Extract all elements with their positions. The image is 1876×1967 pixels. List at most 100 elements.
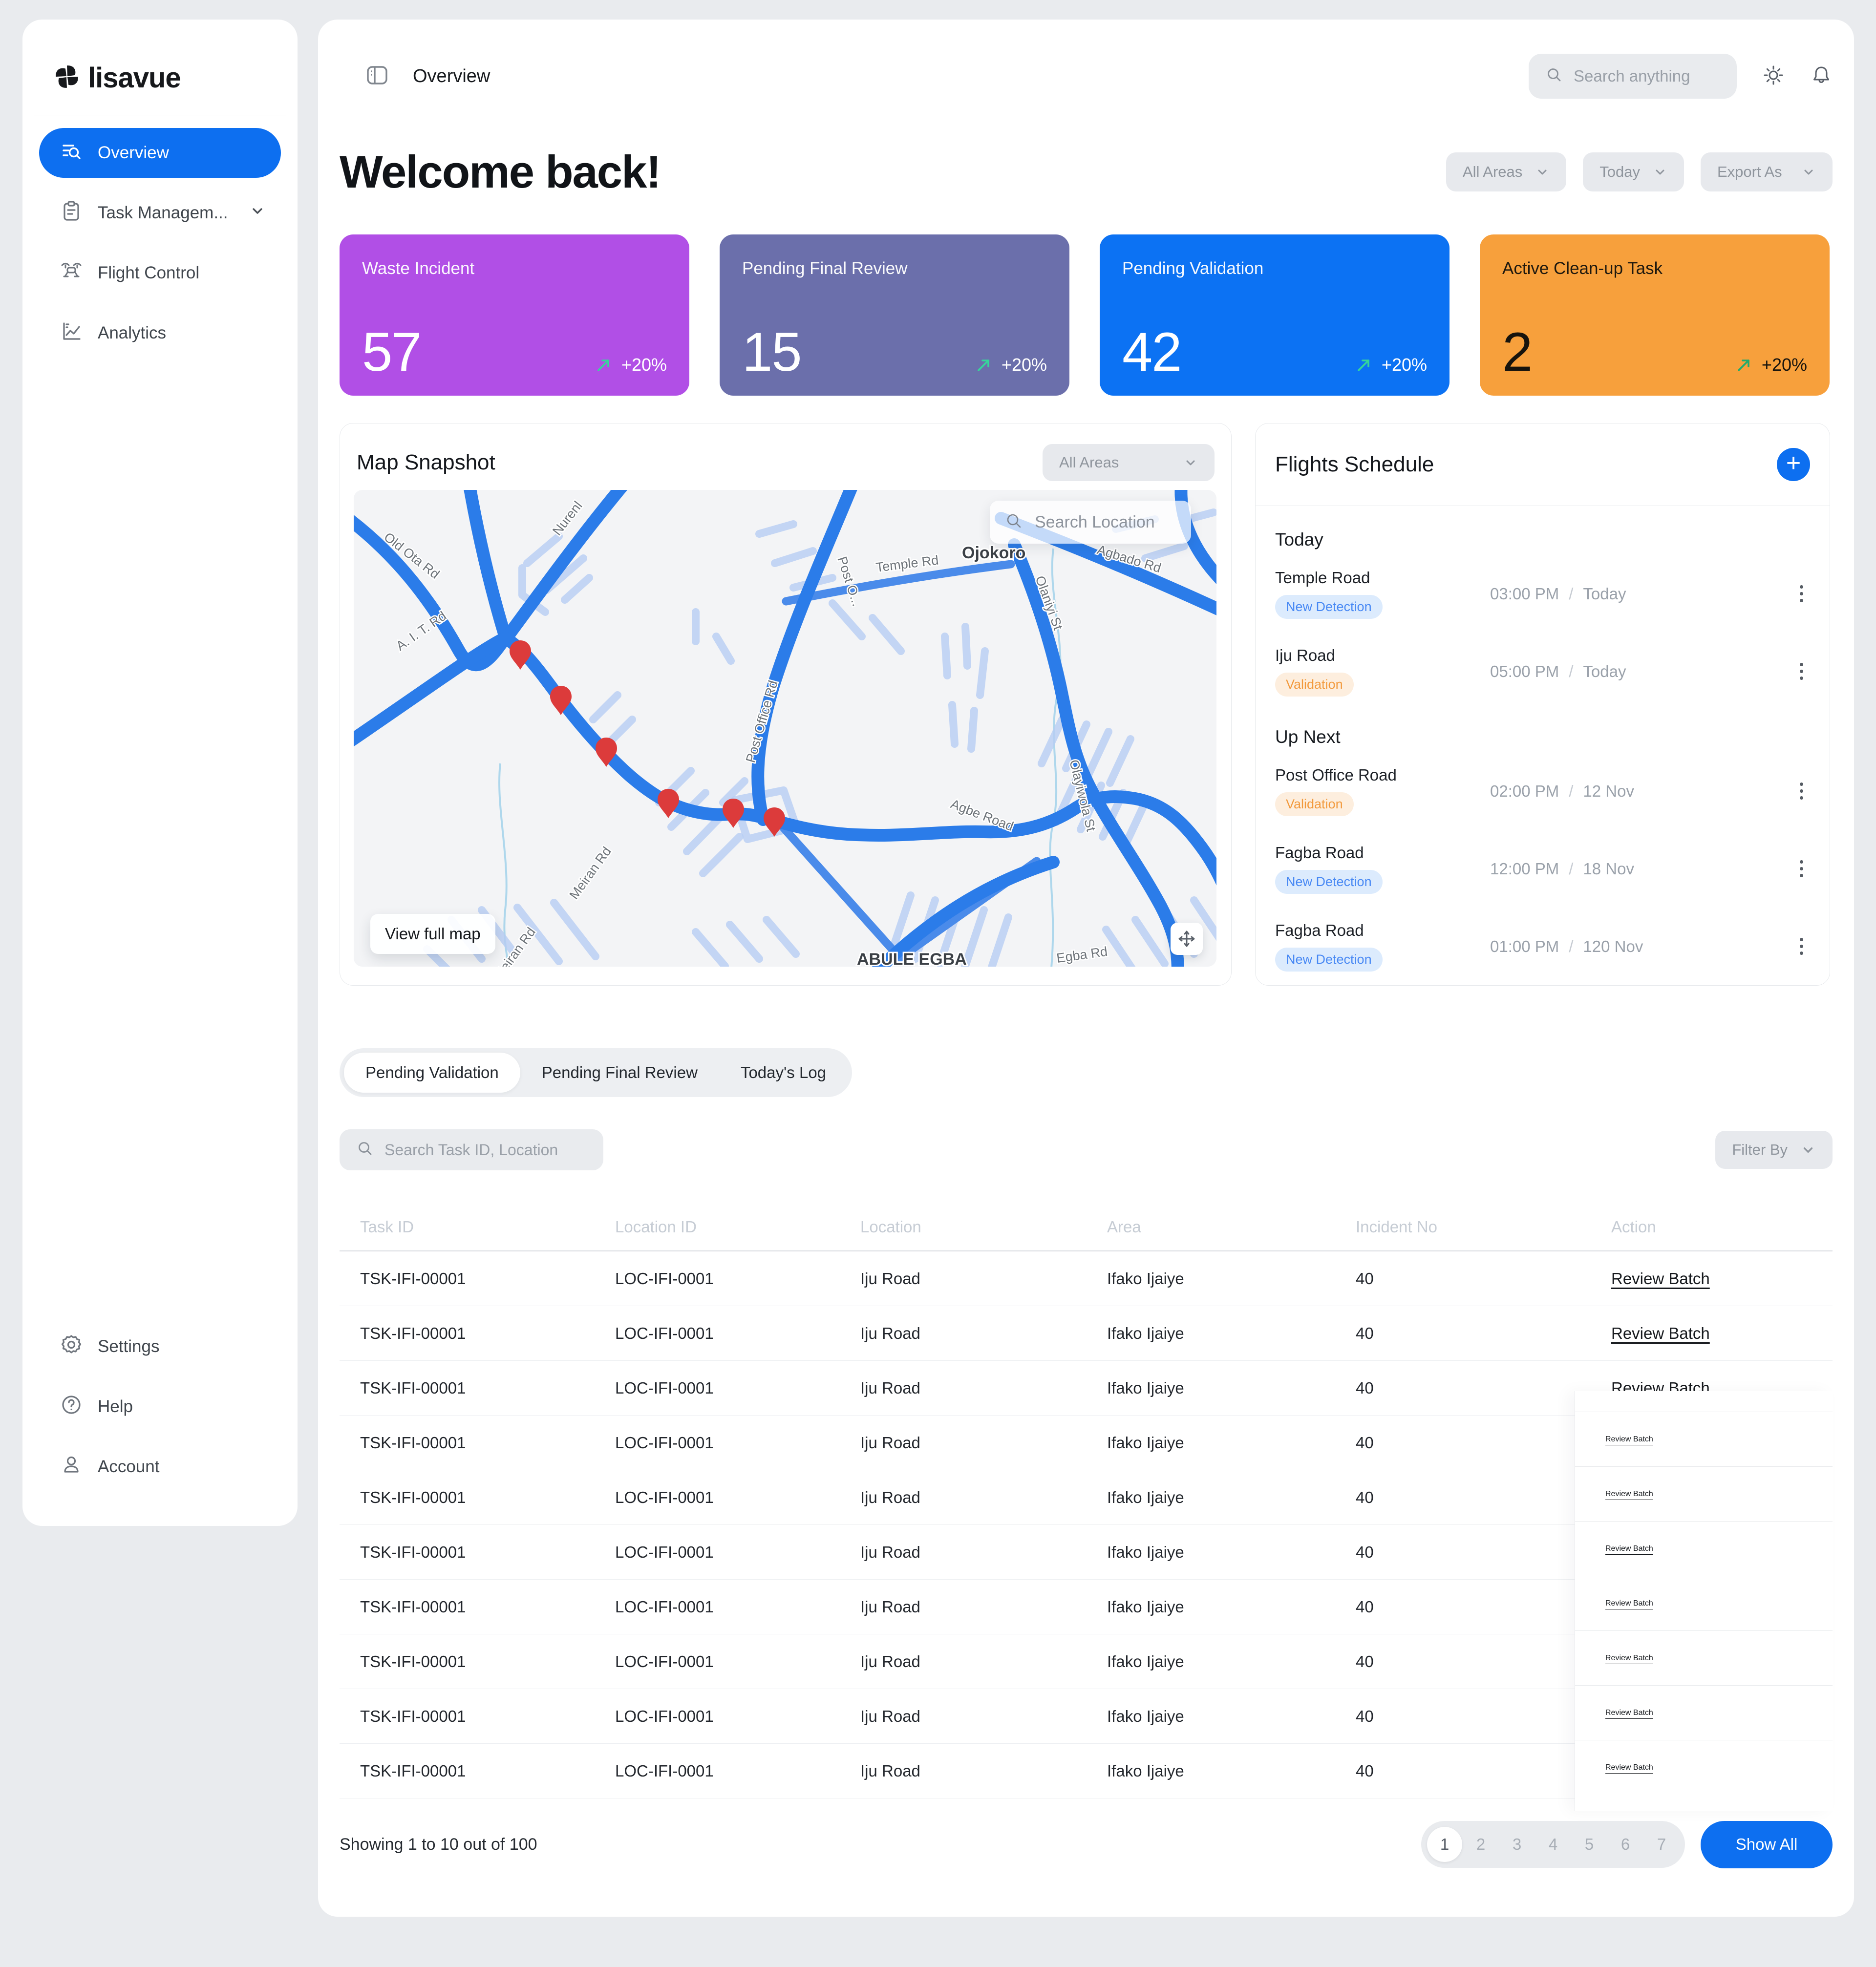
- tab-today-s-log[interactable]: Today's Log: [740, 1063, 827, 1081]
- table-cell: 40: [1356, 1324, 1374, 1342]
- map-incident-pin[interactable]: [596, 738, 617, 767]
- review-batch-link[interactable]: Review Batch: [1605, 1489, 1653, 1498]
- chevron-down-icon: [1804, 169, 1813, 175]
- stat-delta: +20%: [1761, 355, 1807, 375]
- chevron-down-icon: [1803, 1147, 1813, 1153]
- column-header: Area: [1107, 1218, 1141, 1236]
- sidebar-item-task-management[interactable]: Task Managem...: [39, 188, 281, 238]
- chevron-down-icon: [1538, 169, 1547, 175]
- show-all-button[interactable]: Show All: [1701, 1820, 1833, 1868]
- add-flight-button[interactable]: +: [1777, 448, 1810, 481]
- review-batch-link[interactable]: Review Batch: [1605, 1708, 1653, 1717]
- table-row: TSK-IFI-00001 LOC-IFI-0001 Iju Road Ifako I…: [340, 1744, 1833, 1798]
- table-cell: LOC-IFI-0001: [615, 1324, 714, 1342]
- sidebar-item-help[interactable]: Help: [39, 1382, 281, 1432]
- sidebar-item-label: Account: [98, 1457, 160, 1476]
- map-incident-pin[interactable]: [510, 640, 531, 670]
- sidebar-item-analytics[interactable]: Analytics: [39, 308, 281, 358]
- task-search-input[interactable]: [384, 1141, 570, 1159]
- logo-text: lisavue: [88, 62, 181, 94]
- map-incident-pin[interactable]: [723, 799, 744, 828]
- tab-pending-final-review[interactable]: Pending Final Review: [541, 1063, 698, 1081]
- map[interactable]: Old Ota Rd Nurenl A. I. T. Rd Post O... Temp…: [354, 490, 1216, 967]
- table-cell: TSK-IFI-00001: [360, 1597, 466, 1616]
- review-batch-link[interactable]: Review Batch: [1611, 1324, 1710, 1342]
- review-batch-link[interactable]: Review Batch: [1605, 1544, 1653, 1553]
- page-number-2[interactable]: 2: [1476, 1835, 1486, 1853]
- map-search-input[interactable]: [1035, 512, 1181, 532]
- table-cell: 40: [1356, 1488, 1374, 1506]
- sidebar-item-label: Task Managem...: [98, 203, 228, 222]
- sidebar-item-account[interactable]: Account: [39, 1442, 281, 1492]
- column-header: Incident No: [1356, 1218, 1437, 1236]
- page-number-1[interactable]: 1: [1427, 1827, 1462, 1862]
- column-header: Location ID: [615, 1218, 697, 1236]
- map-snapshot-title: Map Snapshot: [357, 450, 495, 474]
- stat-value: 57: [362, 321, 422, 382]
- stat-card-pending-final-review: Pending Final Review 15 +20%: [720, 234, 1069, 396]
- table-row: TSK-IFI-00001 LOC-IFI-0001 Iju Road Ifako I…: [340, 1361, 1833, 1416]
- table-cell: Ifako Ijaiye: [1107, 1433, 1184, 1452]
- kebab-menu-icon[interactable]: [1793, 931, 1810, 962]
- today-dropdown[interactable]: Today: [1583, 152, 1684, 191]
- review-batch-link[interactable]: Review Batch: [1605, 1653, 1653, 1662]
- chevron-down-icon: [1656, 169, 1664, 175]
- map-incident-pin[interactable]: [764, 807, 785, 837]
- kebab-menu-icon[interactable]: [1793, 776, 1810, 806]
- stat-value: 15: [742, 321, 802, 382]
- kebab-menu-icon[interactable]: [1793, 853, 1810, 884]
- sidebar-toggle-icon[interactable]: [364, 62, 390, 91]
- page-number-7[interactable]: 7: [1657, 1835, 1666, 1853]
- map-incident-pin[interactable]: [658, 789, 679, 818]
- trend-up-icon: [978, 360, 989, 371]
- stat-cards: Waste Incident 57 +20% Pending Final Rev…: [340, 234, 1833, 396]
- search-input[interactable]: [1574, 67, 1720, 85]
- sidebar-item-flight-control[interactable]: Flight Control: [39, 248, 281, 298]
- flights-schedule-card: Flights Schedule + Today Temple Road New…: [1255, 423, 1830, 986]
- column-header: Task ID: [360, 1218, 414, 1236]
- stat-card-active-cleanup-task: Active Clean-up Task 2 +20%: [1480, 234, 1830, 396]
- export-as-dropdown[interactable]: Export As: [1701, 152, 1833, 191]
- kebab-menu-icon[interactable]: [1793, 656, 1810, 687]
- dropdown-label: Filter By: [1732, 1141, 1788, 1158]
- page-number-6[interactable]: 6: [1620, 1835, 1630, 1853]
- sidebar-item-overview[interactable]: Overview: [39, 128, 281, 178]
- table-cell: Ifako Ijaiye: [1107, 1488, 1184, 1506]
- table-cell: 40: [1356, 1597, 1374, 1616]
- overlay-row: Review Batch: [1575, 1466, 1833, 1521]
- table-cell: Ifako Ijaiye: [1107, 1378, 1184, 1397]
- show-all-label: Show All: [1735, 1835, 1798, 1853]
- flight-item: Post Office Road Validation 02:00 PM/12 …: [1275, 752, 1810, 830]
- sidebar-item-settings[interactable]: Settings: [39, 1322, 281, 1372]
- table-body: TSK-IFI-00001 LOC-IFI-0001 Iju Road Ifako I…: [340, 1251, 1833, 1798]
- map-area-dropdown[interactable]: All Areas: [1043, 444, 1215, 481]
- all-areas-dropdown[interactable]: All Areas: [1446, 152, 1567, 191]
- table-cell: TSK-IFI-00001: [360, 1269, 466, 1288]
- theme-sun-icon[interactable]: [1762, 64, 1785, 89]
- table-cell: LOC-IFI-0001: [615, 1269, 714, 1288]
- review-batch-link[interactable]: Review Batch: [1605, 1599, 1653, 1607]
- page-number-4[interactable]: 4: [1548, 1835, 1558, 1853]
- task-search: [340, 1129, 603, 1170]
- map-pan-icon[interactable]: [1171, 923, 1203, 955]
- table-cell: Ifako Ijaiye: [1107, 1269, 1184, 1288]
- table-cell: TSK-IFI-00001: [360, 1707, 466, 1725]
- page-number-3[interactable]: 3: [1512, 1835, 1522, 1853]
- review-batch-overlay: Review Batch Review Batch Review Batch Revi…: [1575, 1391, 1833, 1811]
- filter-by-dropdown[interactable]: Filter By: [1715, 1131, 1833, 1169]
- review-batch-link[interactable]: Review Batch: [1605, 1763, 1653, 1772]
- page-number-5[interactable]: 5: [1584, 1835, 1594, 1853]
- notification-bell-icon[interactable]: [1810, 64, 1833, 89]
- review-batch-link[interactable]: Review Batch: [1605, 1435, 1653, 1443]
- view-full-map-button[interactable]: View full map: [370, 914, 495, 954]
- status-badge: Validation: [1275, 673, 1354, 697]
- logo-flower-icon: [53, 63, 81, 93]
- table-row: TSK-IFI-00001 LOC-IFI-0001 Iju Road Ifako I…: [340, 1689, 1833, 1744]
- tab-pending-validation[interactable]: Pending Validation: [344, 1053, 520, 1093]
- table-cell: Iju Road: [860, 1707, 920, 1725]
- map-incident-pin[interactable]: [550, 686, 572, 715]
- kebab-menu-icon[interactable]: [1793, 578, 1810, 609]
- review-batch-link[interactable]: Review Batch: [1611, 1269, 1710, 1288]
- table-cell: LOC-IFI-0001: [615, 1597, 714, 1616]
